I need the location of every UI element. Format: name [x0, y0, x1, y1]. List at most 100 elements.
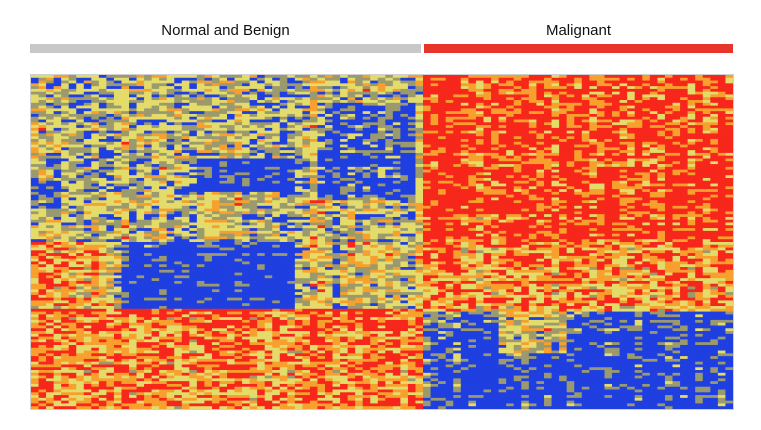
- heatmap-cell: [566, 100, 575, 104]
- heatmap-cell: [725, 164, 733, 168]
- heatmap-cell: [317, 127, 326, 132]
- heatmap-cell: [151, 141, 160, 146]
- heatmap-cell: [581, 91, 590, 96]
- heatmap-cell: [83, 152, 92, 157]
- heatmap-cell: [68, 222, 77, 226]
- heatmap-cell: [702, 203, 711, 207]
- heatmap-cell: [264, 122, 273, 126]
- heatmap-cell: [498, 125, 507, 129]
- heatmap-cell: [438, 203, 447, 207]
- heatmap-cell: [347, 147, 356, 151]
- heatmap-cell: [31, 97, 40, 101]
- heatmap-cell: [279, 216, 288, 221]
- heatmap-cell: [211, 75, 221, 79]
- heatmap-cell: [204, 83, 213, 87]
- heatmap-cell: [257, 203, 266, 207]
- heatmap-cell: [468, 119, 477, 123]
- heatmap-cell: [528, 169, 538, 174]
- heatmap-cell: [725, 105, 733, 109]
- heatmap-cell: [423, 105, 432, 109]
- heatmap-cell: [31, 155, 40, 160]
- heatmap-cell: [151, 189, 160, 193]
- heatmap-cell: [227, 222, 236, 226]
- heatmap-cell: [687, 102, 696, 107]
- heatmap-cell: [325, 144, 334, 148]
- heatmap-cell: [710, 214, 719, 218]
- heatmap-cell: [460, 180, 469, 185]
- heatmap-cell: [264, 108, 273, 112]
- heatmap-cell: [264, 136, 273, 140]
- heatmap-cell: [445, 127, 454, 132]
- heatmap-cell: [377, 83, 386, 87]
- heatmap-cell: [415, 164, 424, 168]
- heatmap-cell: [574, 175, 583, 179]
- heatmap-cell: [589, 166, 598, 171]
- heatmap-cell: [196, 119, 205, 123]
- heatmap-cell: [664, 75, 674, 79]
- heatmap-cell: [98, 116, 107, 121]
- heatmap-cell: [642, 83, 651, 87]
- heatmap-cell: [362, 216, 371, 221]
- heatmap-cell: [596, 136, 606, 140]
- heatmap-cell: [68, 172, 77, 176]
- heatmap-cell: [38, 186, 47, 190]
- heatmap-cell: [272, 197, 281, 201]
- heatmap-cell: [68, 127, 77, 132]
- heatmap-cell: [604, 214, 613, 218]
- heatmap-cell: [430, 122, 439, 126]
- heatmap-cell: [144, 100, 153, 104]
- heatmap-cell: [725, 130, 733, 135]
- heatmap-cell: [430, 91, 439, 96]
- heatmap-cell: [309, 102, 319, 107]
- heatmap-cell: [294, 169, 303, 174]
- heatmap-cell: [423, 150, 432, 154]
- heatmap-cell: [257, 205, 266, 210]
- heatmap-cell: [702, 214, 711, 218]
- heatmap-cell: [657, 108, 666, 112]
- heatmap-cell: [642, 161, 651, 165]
- heatmap-cell: [400, 144, 409, 148]
- heatmap-cell: [543, 105, 553, 109]
- heatmap-cell: [604, 197, 613, 201]
- heatmap-cell: [279, 75, 288, 79]
- heatmap-cell: [528, 197, 538, 201]
- heatmap-cell: [687, 194, 696, 199]
- heatmap-cell: [642, 127, 651, 132]
- heatmap-cell: [219, 166, 228, 171]
- heatmap-cell: [272, 152, 281, 157]
- heatmap-cell: [294, 125, 303, 129]
- heatmap-cell: [543, 219, 553, 224]
- heatmap-cell: [53, 186, 62, 190]
- heatmap-cell: [302, 180, 311, 185]
- heatmap-cell: [129, 155, 138, 160]
- heatmap-cell: [317, 116, 326, 121]
- heatmap-cell: [574, 133, 583, 137]
- heatmap-cell: [31, 164, 40, 168]
- heatmap-cell: [340, 88, 349, 93]
- heatmap-cell: [604, 177, 613, 182]
- heatmap-cell: [483, 150, 492, 154]
- heatmap-cell: [445, 80, 454, 84]
- heatmap-cell: [113, 80, 123, 84]
- heatmap-cell: [438, 141, 447, 146]
- heatmap-cell: [61, 133, 70, 137]
- heatmap-cell: [453, 105, 462, 109]
- heatmap-cell: [657, 152, 666, 157]
- heatmap-cell: [174, 211, 183, 215]
- heatmap-cell: [423, 219, 432, 224]
- heatmap-cell: [672, 77, 681, 82]
- heatmap-cell: [257, 119, 266, 123]
- heatmap-cell: [83, 130, 92, 135]
- heatmap-cell: [385, 158, 394, 162]
- heatmap-cell: [279, 105, 288, 109]
- heatmap-cell: [377, 197, 386, 201]
- heatmap-cell: [129, 77, 138, 82]
- heatmap-cell: [106, 166, 115, 171]
- heatmap-cell: [649, 169, 658, 174]
- heatmap-cell: [634, 164, 643, 168]
- heatmap-cell: [649, 200, 658, 204]
- heatmap-cell: [204, 125, 213, 129]
- heatmap-cell: [249, 191, 258, 196]
- heatmap-cell: [559, 97, 568, 101]
- heatmap-cell: [695, 186, 704, 190]
